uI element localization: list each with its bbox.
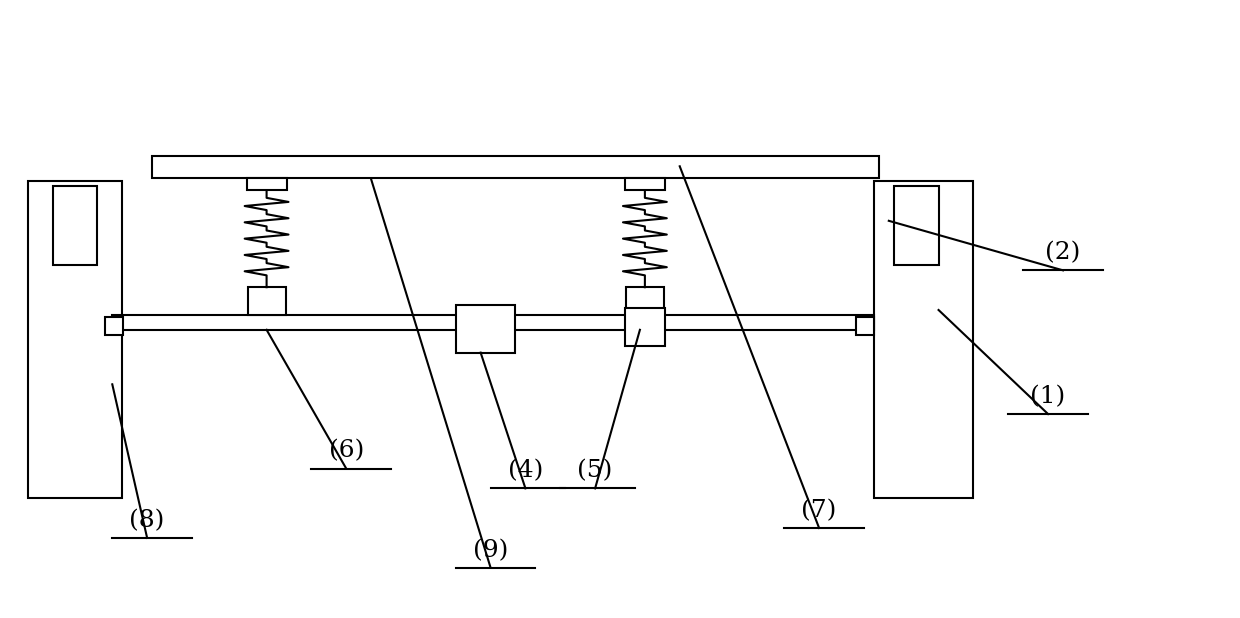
Text: (6): (6)	[329, 439, 363, 463]
Bar	[247, 178, 286, 190]
Text: (1): (1)	[1030, 385, 1065, 408]
Bar	[153, 156, 879, 178]
Bar	[626, 287, 663, 315]
Bar	[113, 315, 874, 330]
Bar	[27, 181, 123, 498]
Text: (8): (8)	[129, 509, 165, 532]
Bar	[856, 317, 874, 335]
Text: (4): (4)	[507, 459, 543, 483]
Text: (7): (7)	[801, 499, 837, 522]
Bar	[105, 317, 123, 335]
Bar	[874, 181, 973, 498]
Bar	[52, 186, 98, 265]
Text: (2): (2)	[1045, 242, 1081, 265]
Text: (9): (9)	[472, 539, 508, 562]
Bar	[625, 308, 665, 345]
Bar	[456, 305, 516, 353]
Bar	[625, 178, 665, 190]
Bar	[894, 186, 939, 265]
Text: (5): (5)	[578, 459, 613, 483]
Bar	[248, 287, 285, 315]
